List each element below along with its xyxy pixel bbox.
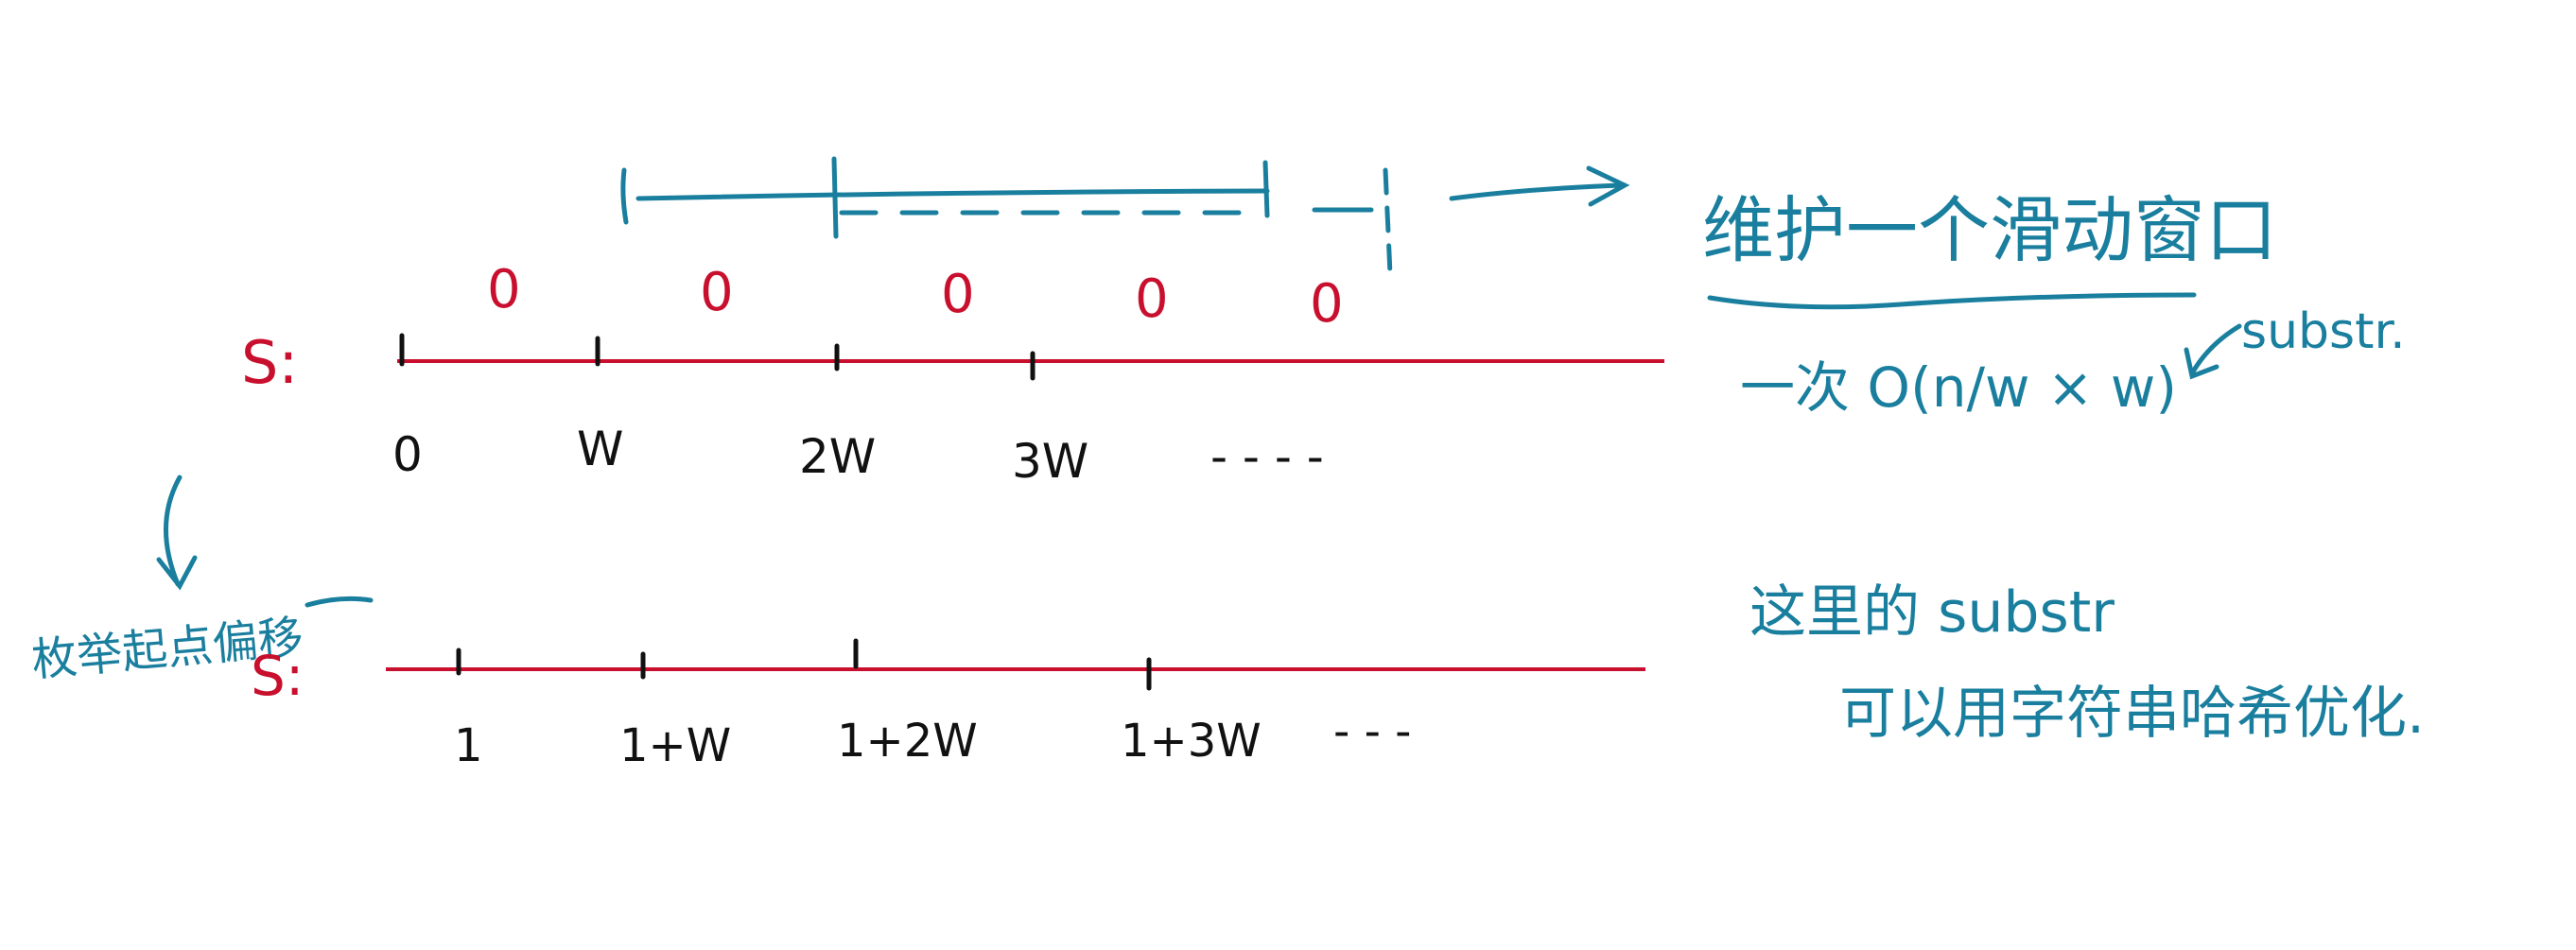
window-inner-cap (831, 156, 839, 239)
row2-tick-label: 1+2W (837, 715, 978, 768)
row1-tick-label: 0 (392, 427, 423, 482)
window-move-arrow-line (1449, 182, 1625, 201)
row2-tick-labels: 1 1+W 1+2W 1+3W - - - (454, 705, 1411, 772)
row2-string-label: S: (251, 644, 304, 708)
row1-zero: 0 (487, 259, 521, 320)
window-dashed-right-cap (1383, 167, 1393, 277)
window-move-arrow-head (1586, 165, 1630, 207)
row1-ticks (399, 333, 1036, 381)
substr-annotation: substr. (2241, 303, 2406, 360)
row1-tick-label: W (577, 422, 623, 476)
window-annotation-underline (1707, 292, 2197, 310)
substr-pointer-line (2189, 323, 2242, 376)
window-annotation: 维护一个滑动窗口 (1702, 188, 2277, 272)
row1-tick-label: - - - - (1210, 429, 1324, 484)
row1-string-label: S: (241, 328, 298, 397)
row1-zero: 0 (941, 264, 975, 325)
row1-zero: 0 (1135, 268, 1169, 330)
window-solid-line (635, 188, 1270, 201)
sliding-window-bracket (620, 156, 1630, 277)
window-left-cap (620, 167, 629, 225)
left-note-underline (305, 596, 374, 608)
row2-tick-label: 1+3W (1121, 715, 1262, 768)
row2-ticks (456, 638, 1152, 691)
complexity-annotation: 一次 O(n/w × w) (1740, 355, 2177, 420)
hash-note-line2: 可以用字符串哈希优化. (1839, 681, 2425, 747)
row2-tick-label: 1 (454, 719, 483, 772)
offset-arrow (156, 475, 374, 608)
offset-arrow-head (156, 555, 198, 591)
hash-note-line1: 这里的 substr (1749, 579, 2115, 646)
substr-pointer-head (2184, 347, 2219, 380)
row1-tick-label: 3W (1012, 434, 1088, 489)
offset-arrow-line (164, 475, 183, 587)
window-right-cap (1262, 160, 1270, 218)
row1-tick-labels: 0 W 2W 3W - - - - (392, 422, 1324, 489)
row1-zero: 0 (1310, 273, 1344, 335)
row2-tick-label: - - - (1333, 705, 1411, 758)
row1-zero: 0 (700, 262, 734, 323)
substr-pointer-arrow (2184, 323, 2242, 380)
row1-zeros: 0 0 0 0 0 (487, 259, 1344, 335)
row1-tick-label: 2W (799, 429, 876, 484)
row2-tick-label: 1+W (619, 719, 731, 772)
